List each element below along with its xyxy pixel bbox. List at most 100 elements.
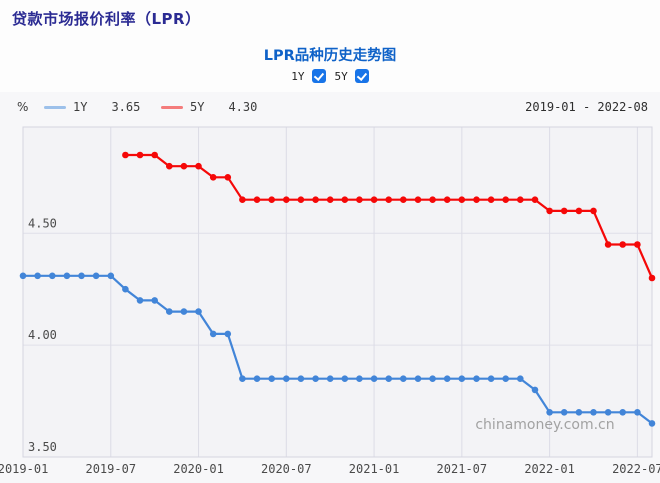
data-point-5y [400, 196, 407, 203]
data-point-5y [458, 196, 466, 203]
data-point-5y [385, 196, 393, 203]
data-point-1y [78, 272, 85, 280]
data-point-1y [283, 375, 290, 383]
watermark: chinamoney.com.cn [475, 417, 614, 433]
data-point-5y [166, 162, 173, 170]
checkbox-1y-checked[interactable] [311, 69, 326, 83]
legend-value-5y: 4.30 [228, 100, 258, 114]
legend-value-1y: 3.65 [111, 100, 141, 114]
data-point-1y [239, 375, 246, 383]
data-point-1y [166, 308, 173, 315]
data-point-5y [590, 207, 597, 215]
data-point-1y [136, 297, 144, 304]
checkbox-5y-checked[interactable] [354, 69, 369, 83]
data-point-5y [517, 196, 524, 203]
data-point-1y [604, 409, 612, 416]
data-point-1y [209, 330, 217, 338]
data-point-1y [531, 386, 539, 394]
data-point-5y [502, 196, 510, 203]
data-point-1y [560, 409, 568, 416]
data-point-1y [268, 375, 276, 383]
x-tick-label: 2020-01 [173, 462, 224, 476]
data-point-1y [429, 375, 436, 383]
data-point-1y [590, 409, 597, 416]
data-point-1y [546, 409, 553, 416]
data-point-5y [604, 241, 612, 248]
data-point-5y [224, 174, 232, 181]
data-point-1y [517, 375, 524, 383]
date-range-label: 2019-01 - 2022-08 [525, 100, 648, 114]
x-tick-label: 2021-01 [349, 462, 400, 476]
data-point-5y [312, 196, 319, 203]
x-tick-label: 2022-07 [612, 462, 660, 476]
legend-item-5y: 5Y 4.30 [161, 100, 257, 114]
data-point-1y [122, 285, 129, 293]
data-point-1y [224, 330, 232, 338]
data-point-1y [195, 308, 202, 315]
data-point-5y [634, 241, 641, 248]
data-point-5y [136, 151, 144, 159]
data-point-1y [253, 375, 261, 383]
toggle-5y: 5Y [335, 69, 369, 83]
data-point-1y [634, 409, 641, 416]
data-point-1y [487, 375, 495, 383]
data-point-1y [49, 272, 56, 280]
data-point-1y [34, 272, 41, 280]
toggle-1y-label: 1Y [291, 69, 305, 83]
x-tick-label: 2021-07 [437, 462, 488, 476]
data-point-5y [341, 196, 349, 203]
y-tick-label: 4.50 [28, 216, 57, 230]
series-toggle-row: 1Y 5Y [0, 69, 660, 83]
data-point-5y [180, 162, 188, 170]
data-point-1y [619, 409, 626, 416]
data-point-5y [473, 196, 480, 203]
data-point-1y [575, 409, 583, 416]
data-point-1y [502, 375, 510, 383]
data-point-5y [283, 196, 290, 203]
chart-title: LPR品种历史走势图 [263, 48, 397, 64]
data-point-5y [326, 196, 334, 203]
data-point-1y [356, 375, 363, 383]
x-tick-label: 2020-07 [261, 462, 312, 476]
data-point-1y [19, 272, 27, 280]
y-tick-label: 4.00 [28, 328, 57, 342]
legend-item-1y: 1Y 3.65 [44, 100, 140, 114]
data-point-1y [400, 375, 407, 383]
data-point-5y [151, 151, 158, 159]
data-point-5y [531, 196, 539, 203]
data-point-5y [209, 174, 217, 181]
y-tick-label: 3.50 [28, 440, 57, 454]
data-point-1y [458, 375, 466, 383]
plot-area [23, 127, 652, 457]
data-point-1y [648, 420, 656, 427]
data-point-5y [546, 207, 553, 215]
data-point-1y [385, 375, 393, 383]
data-point-1y [326, 375, 334, 383]
legend-label-1y: 1Y [73, 100, 88, 114]
data-point-1y [414, 375, 422, 383]
data-point-5y [239, 196, 246, 203]
data-point-5y [575, 207, 583, 215]
data-point-5y [414, 196, 422, 203]
plot-border [22, 126, 653, 458]
data-point-5y [253, 196, 261, 203]
data-point-1y [180, 308, 188, 315]
data-point-5y [429, 196, 436, 203]
legend-swatch-5y [161, 105, 183, 109]
data-point-5y [370, 196, 378, 203]
data-point-5y [443, 196, 451, 203]
data-point-1y [63, 272, 71, 280]
data-point-1y [151, 297, 158, 304]
toggle-1y: 1Y [291, 69, 326, 83]
legend-label-5y: 5Y [190, 100, 205, 114]
data-point-5y [356, 196, 363, 203]
data-point-1y [341, 375, 349, 383]
data-point-5y [297, 196, 305, 203]
page-title: 贷款市场报价利率（LPR） [12, 10, 201, 28]
x-tick-label: 2019-07 [85, 462, 136, 476]
data-point-1y [312, 375, 319, 383]
data-point-1y [473, 375, 480, 383]
data-point-5y [122, 151, 129, 159]
